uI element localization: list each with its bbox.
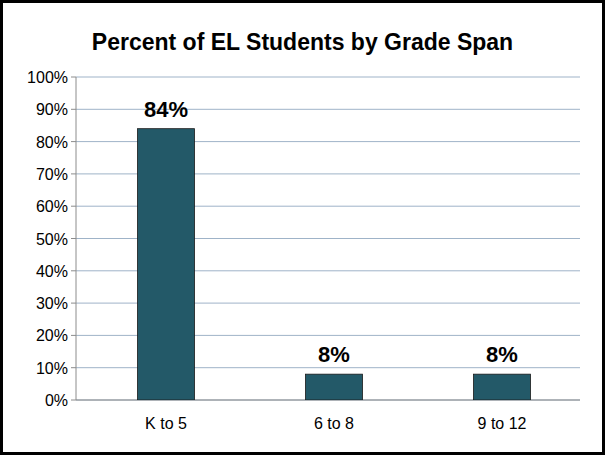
y-tick-label: 90%	[36, 101, 68, 118]
tick-mark	[71, 238, 76, 239]
tick-mark	[71, 173, 76, 174]
y-tick-label: 20%	[36, 327, 68, 344]
x-tick-label: 9 to 12	[478, 415, 527, 432]
tick-mark	[71, 270, 76, 271]
bars	[138, 129, 531, 400]
tick-mark	[71, 141, 76, 142]
y-tick-label: 100%	[27, 69, 68, 86]
chart: Percent of EL Students by Grade Span 0% 10…	[0, 0, 605, 455]
bar	[474, 374, 531, 400]
data-label: 84%	[144, 97, 188, 122]
tick-mark	[71, 400, 76, 401]
tick-mark	[71, 206, 76, 207]
y-tick-label: 60%	[36, 198, 68, 215]
y-tick-label: 40%	[36, 263, 68, 280]
y-tick-label: 80%	[36, 134, 68, 151]
tick-mark	[71, 335, 76, 336]
tick-mark	[71, 303, 76, 304]
bar	[306, 374, 363, 400]
title: Percent of EL Students by Grade Span	[92, 29, 513, 55]
bar	[138, 129, 195, 400]
y-tick-label: 30%	[36, 295, 68, 312]
x-tick-label: 6 to 8	[314, 415, 354, 432]
frame	[2, 2, 604, 454]
tick-mark	[71, 109, 76, 110]
tick-mark	[71, 77, 76, 78]
y-tick-label: 10%	[36, 360, 68, 377]
data-label: 8%	[318, 342, 350, 367]
y-axis	[76, 77, 77, 400]
y-tick-label: 70%	[36, 166, 68, 183]
tick-mark	[71, 367, 76, 368]
y-tick-label: 0%	[45, 392, 68, 409]
y-tick-label: 50%	[36, 231, 68, 248]
grid-line	[76, 77, 580, 78]
data-label: 8%	[486, 342, 518, 367]
x-tick-label: K to 5	[145, 415, 187, 432]
